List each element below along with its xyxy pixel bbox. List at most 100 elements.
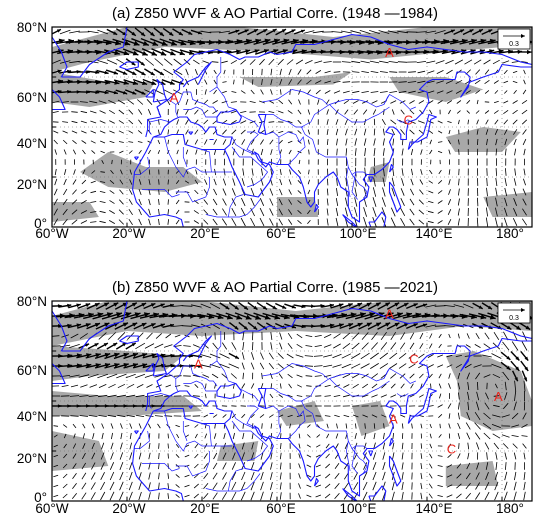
wind-vector xyxy=(522,331,527,341)
wind-vector xyxy=(148,189,151,195)
wind-vector xyxy=(69,374,80,378)
wind-vector-head xyxy=(106,312,113,318)
wind-vector-head xyxy=(57,89,62,94)
wind-vector xyxy=(485,392,489,400)
wind-vector xyxy=(63,178,67,186)
country-border xyxy=(168,373,178,392)
wind-vector-head xyxy=(97,312,104,318)
wind-vector xyxy=(466,432,471,440)
wind-vector xyxy=(466,412,471,420)
wind-vector xyxy=(398,90,407,94)
wind-vector xyxy=(314,375,322,377)
wind-vector xyxy=(212,492,218,500)
significance-shade xyxy=(80,152,202,192)
wind-vector xyxy=(504,148,507,156)
wind-vector xyxy=(304,355,314,357)
wind-vector-head xyxy=(272,29,277,33)
wind-vector xyxy=(352,332,360,340)
wind-vector xyxy=(52,335,60,337)
wind-vector xyxy=(109,491,115,501)
wind-vector xyxy=(99,191,106,193)
country-border xyxy=(190,91,218,113)
wind-vector xyxy=(342,342,351,350)
wind-vector-head xyxy=(359,312,366,318)
wind-vector xyxy=(185,98,189,106)
country-border xyxy=(262,388,304,402)
wind-vector xyxy=(242,372,244,380)
coastline xyxy=(52,386,53,387)
coastline xyxy=(388,181,402,213)
wind-vector xyxy=(373,423,376,429)
wind-vector xyxy=(436,80,444,84)
wind-vector xyxy=(240,90,246,94)
wind-vector xyxy=(99,120,106,124)
coastline xyxy=(388,455,402,487)
wind-vector xyxy=(72,483,77,489)
wind-vector xyxy=(454,59,463,65)
wind-vector xyxy=(390,342,397,350)
wind-vector xyxy=(137,130,143,134)
wind-vector-head xyxy=(141,91,146,95)
wind-vector xyxy=(100,462,105,470)
wind-vector xyxy=(128,119,134,125)
wind-vector xyxy=(495,177,498,187)
wind-vector xyxy=(428,373,433,379)
wind-vector xyxy=(204,423,207,429)
wind-vector xyxy=(513,129,518,135)
wind-vector xyxy=(382,128,385,136)
wind-vector xyxy=(184,494,190,498)
wind-vector xyxy=(437,220,443,224)
wind-vector xyxy=(464,59,473,65)
wind-vector xyxy=(463,303,474,309)
wind-vector-head xyxy=(150,32,155,36)
wind-vector xyxy=(62,493,68,499)
wind-vector xyxy=(409,332,415,340)
wind-vector xyxy=(419,343,424,349)
wind-vector xyxy=(379,352,389,360)
wind-vector xyxy=(108,332,116,340)
wind-vector xyxy=(501,434,510,438)
wind-vector xyxy=(418,415,424,417)
wind-vector xyxy=(304,365,314,367)
panel-a-title: (a) Z850 WVF & AO Partial Corre. (1948 —… xyxy=(112,5,438,22)
wind-vector xyxy=(223,69,226,75)
wind-vector xyxy=(184,180,190,184)
wind-vector xyxy=(492,414,501,418)
wind-vector xyxy=(270,89,273,95)
wind-vector xyxy=(278,198,283,206)
wind-vector xyxy=(448,189,451,195)
wind-vector xyxy=(89,384,98,388)
wind-vector xyxy=(391,491,395,501)
wind-vector xyxy=(410,383,414,389)
wind-vector xyxy=(228,363,240,369)
country-border xyxy=(239,388,259,402)
wind-vector xyxy=(71,199,78,205)
coastline xyxy=(52,301,68,352)
wind-vector xyxy=(315,444,321,448)
coastline xyxy=(61,301,128,352)
wind-vector xyxy=(101,160,104,164)
wind-vector xyxy=(521,109,528,115)
wind-vector xyxy=(288,68,292,76)
wind-vector xyxy=(200,364,212,368)
panel-b-lon-label-60w: 60°W xyxy=(35,501,69,516)
wind-vector xyxy=(242,423,244,429)
wind-vector xyxy=(250,207,255,217)
wind-vector xyxy=(379,60,389,64)
wind-vector xyxy=(333,395,341,397)
wind-vector xyxy=(100,491,106,501)
wind-vector xyxy=(371,342,378,350)
wind-vector xyxy=(250,89,255,95)
country-border xyxy=(346,440,351,472)
wind-vector xyxy=(521,424,528,428)
wind-vector xyxy=(389,71,398,73)
wind-vector xyxy=(486,197,488,207)
wind-vector xyxy=(476,442,480,450)
wind-vector xyxy=(437,465,443,467)
coastline xyxy=(52,112,53,113)
wind-vector xyxy=(429,453,433,459)
wind-vector xyxy=(400,109,405,115)
wind-vector xyxy=(512,109,518,115)
wind-vector-head xyxy=(122,90,128,95)
wind-vector xyxy=(326,208,329,216)
